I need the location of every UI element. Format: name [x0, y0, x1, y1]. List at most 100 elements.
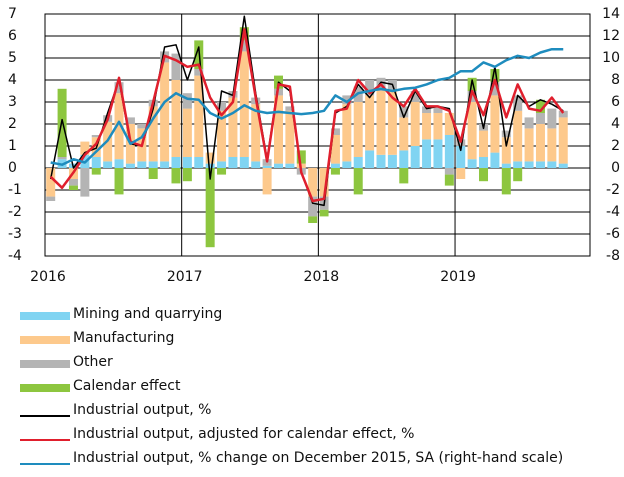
y2-tick-label: -8	[606, 248, 620, 264]
bar	[410, 102, 420, 146]
bar	[239, 40, 249, 52]
bar	[422, 113, 432, 140]
bar	[456, 146, 466, 168]
bar	[194, 75, 204, 157]
bar	[444, 113, 454, 135]
bar	[479, 168, 489, 182]
bar	[399, 106, 409, 118]
bar	[171, 168, 181, 184]
bar	[467, 102, 477, 160]
bar	[399, 168, 409, 184]
y-tick-label: 0	[8, 160, 17, 176]
bar	[273, 163, 283, 168]
bar	[558, 110, 568, 118]
bar	[91, 135, 101, 138]
bar	[205, 152, 215, 164]
bar	[319, 209, 329, 217]
bar	[422, 139, 432, 168]
bar	[125, 117, 135, 124]
bar	[308, 216, 318, 223]
bar	[148, 161, 158, 168]
bar	[558, 163, 568, 168]
bar	[296, 150, 306, 164]
bar	[376, 154, 386, 168]
x-tick-label: 2017	[167, 269, 203, 285]
bar	[182, 168, 192, 182]
bar	[285, 106, 295, 111]
bar	[80, 141, 90, 155]
bar	[490, 82, 500, 96]
bar	[410, 146, 420, 168]
bar	[365, 95, 375, 151]
bar	[228, 97, 238, 157]
bar	[103, 161, 113, 168]
bar	[547, 108, 557, 129]
bar	[501, 137, 511, 164]
bar	[46, 196, 56, 201]
bar	[387, 154, 397, 168]
bar	[330, 163, 340, 168]
bar	[330, 135, 340, 164]
bar	[444, 174, 454, 186]
legend-label: Industrial output, %	[73, 402, 212, 418]
bar	[456, 168, 466, 179]
y2-tick-label: 10	[602, 50, 620, 66]
bar	[91, 168, 101, 175]
legend-label: Industrial output, adjusted for calendar…	[73, 426, 414, 442]
y-tick-label: 4	[8, 72, 17, 88]
y-tick-label: 5	[8, 50, 17, 66]
bar	[524, 161, 534, 168]
bar	[137, 161, 147, 168]
bar	[342, 95, 352, 105]
bar	[535, 99, 545, 113]
bar	[353, 102, 363, 157]
legend-label: Industrial output, % change on December …	[73, 450, 563, 466]
y-tick-label: -1	[8, 182, 22, 198]
bar	[182, 93, 192, 109]
bar	[513, 161, 523, 168]
bar	[422, 106, 432, 113]
y-tick-label: -2	[8, 204, 22, 220]
legend-label: Manufacturing	[73, 330, 174, 346]
bar	[501, 130, 511, 138]
bar	[114, 168, 124, 195]
bar	[114, 159, 124, 168]
y-tick-label: 7	[8, 6, 17, 22]
bar	[171, 157, 181, 168]
x-tick-label: 2016	[30, 269, 66, 285]
bar	[433, 139, 443, 168]
bar	[330, 128, 340, 135]
bar	[285, 163, 295, 168]
bar	[524, 117, 534, 129]
bar	[182, 157, 192, 168]
bar	[501, 163, 511, 168]
bar	[262, 168, 272, 195]
y2-tick-label: -6	[606, 226, 620, 242]
y-tick-label: -4	[8, 248, 22, 264]
bar	[490, 69, 500, 83]
bar	[479, 157, 489, 168]
bar	[433, 106, 443, 113]
bar	[365, 80, 375, 96]
bar	[535, 113, 545, 124]
y2-tick-label: 8	[611, 72, 620, 88]
y2-tick-label: -4	[606, 204, 620, 220]
bar	[433, 113, 443, 140]
line	[49, 28, 565, 203]
bar	[171, 53, 181, 80]
bar	[217, 168, 227, 175]
bar	[353, 157, 363, 168]
bar	[80, 168, 90, 197]
x-tick-label: 2018	[304, 269, 340, 285]
bar	[513, 110, 523, 162]
y-tick-label: -3	[8, 226, 22, 242]
bar	[137, 124, 147, 129]
bar	[217, 161, 227, 168]
bar	[467, 159, 477, 168]
bar	[114, 82, 124, 94]
legend-label: Mining and quarrying	[73, 306, 222, 322]
bar	[490, 152, 500, 168]
bar	[558, 117, 568, 164]
bar	[194, 157, 204, 168]
bar	[217, 110, 227, 162]
